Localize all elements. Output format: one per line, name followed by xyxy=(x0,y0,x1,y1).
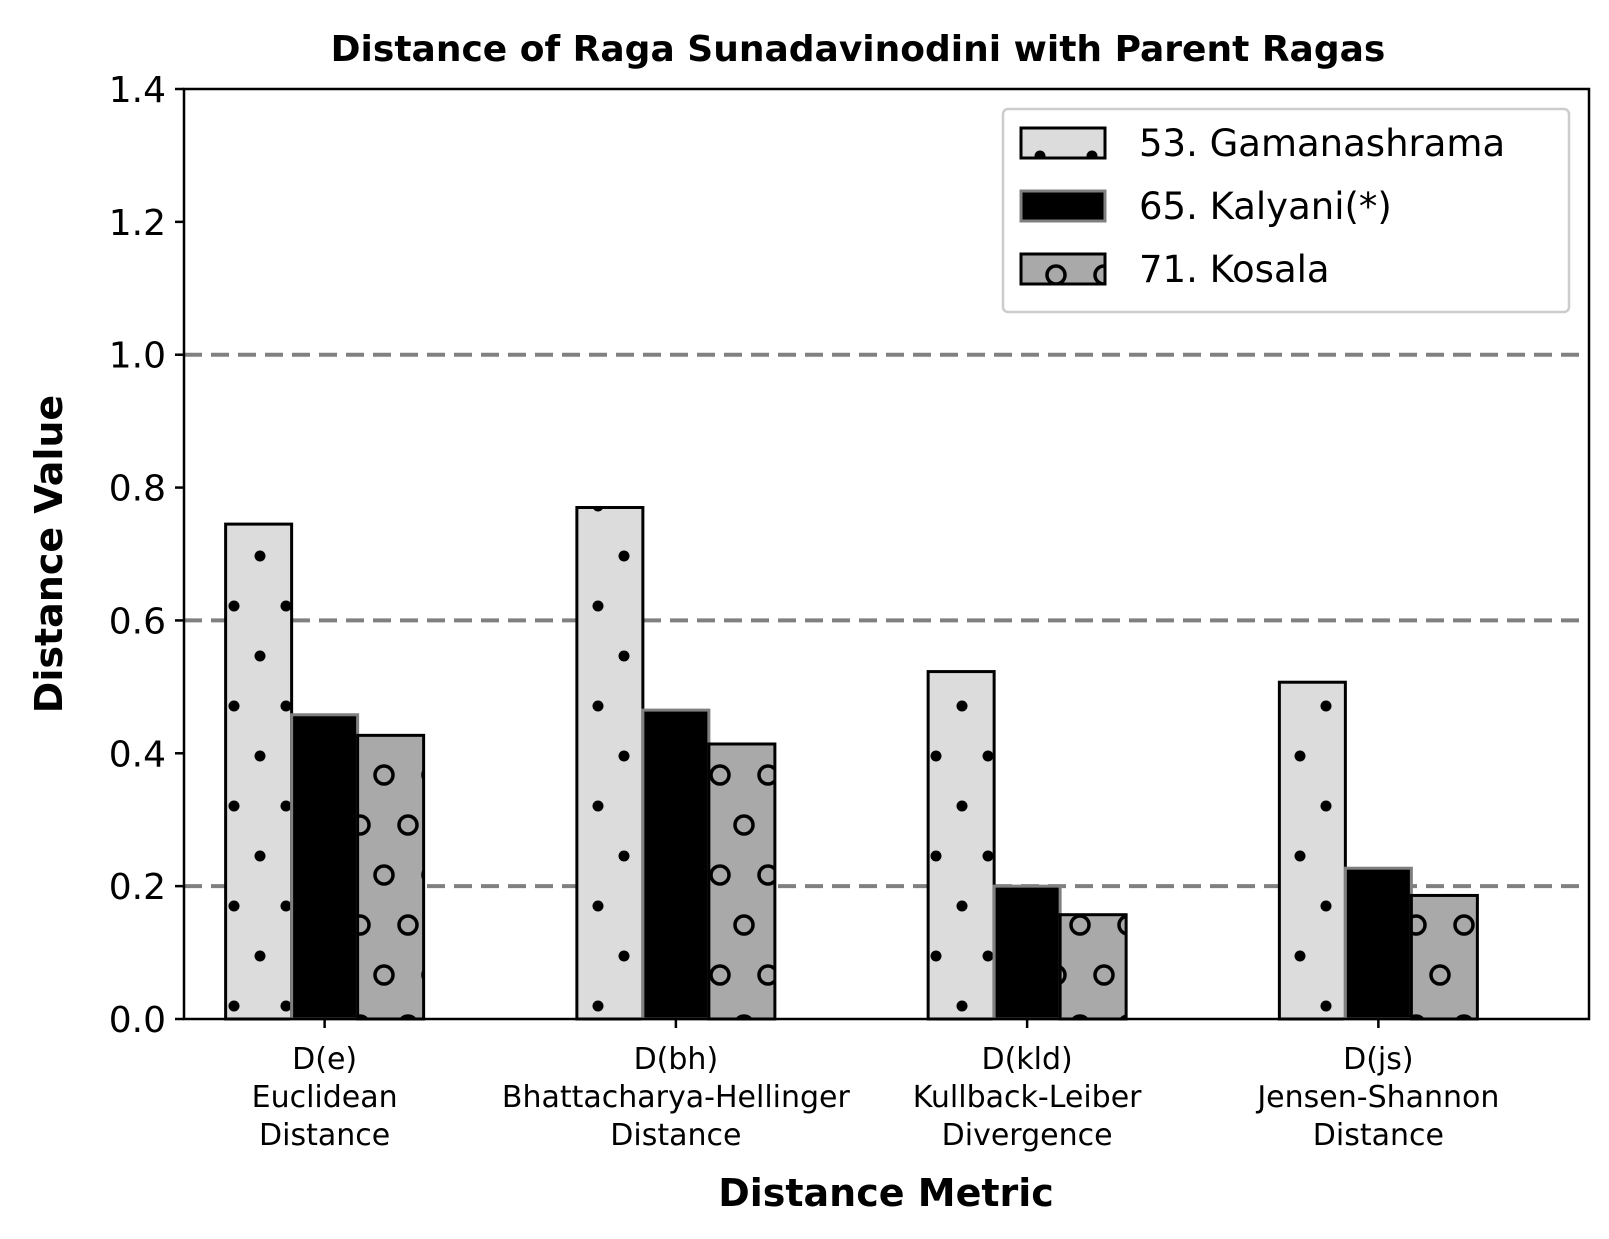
bar-s1-c1 xyxy=(641,708,711,1021)
y-tick-label-3: 0.6 xyxy=(109,601,166,642)
y-tick-label-4: 0.8 xyxy=(109,469,166,510)
x-tick-label-1-1: Bhattacharya-Hellinger xyxy=(502,1080,851,1115)
bar-s1-c3 xyxy=(1343,866,1413,1021)
legend-box xyxy=(1001,107,1571,314)
bar-s2-c3 xyxy=(1409,893,1479,1021)
x-tick-label-1-2: Distance xyxy=(610,1118,741,1153)
legend-swatch-2 xyxy=(1019,252,1107,286)
y-tick-label-2: 0.4 xyxy=(109,734,166,775)
y-tick-label-1: 0.2 xyxy=(109,867,166,908)
x-tick-label-2-0: D(kld) xyxy=(981,1042,1072,1077)
x-axis: D(e)EuclideanDistanceD(bh)Bhattacharya-H… xyxy=(252,1019,1499,1153)
legend-label-2: 71. Kosala xyxy=(1139,248,1330,291)
x-tick-label-1-0: D(bh) xyxy=(634,1042,719,1077)
legend-label-1: 65. Kalyani(*) xyxy=(1139,185,1392,228)
bars xyxy=(224,506,1479,1021)
legend-swatch-1 xyxy=(1019,189,1107,223)
y-tick-label-7: 1.4 xyxy=(109,70,166,111)
legend-label-0: 53. Gamanashrama xyxy=(1139,122,1505,165)
x-tick-label-3-0: D(js) xyxy=(1343,1042,1413,1077)
chart-title: Distance of Raga Sunadavinodini with Par… xyxy=(331,29,1386,70)
bar-s2-c0 xyxy=(356,733,426,1021)
bar-s2-c1 xyxy=(707,742,777,1021)
y-tick-label-0: 0.0 xyxy=(109,1000,166,1041)
y-axis-label: Distance Value xyxy=(27,395,71,713)
bar-s2-c2 xyxy=(1058,913,1128,1021)
bar-s1-c2 xyxy=(992,884,1062,1021)
bar-s0-c1 xyxy=(575,506,645,1021)
y-tick-label-6: 1.2 xyxy=(109,203,166,244)
bar-s0-c3 xyxy=(1277,680,1347,1021)
x-tick-label-2-2: Divergence xyxy=(942,1118,1113,1153)
plot-frame xyxy=(182,87,1591,1021)
x-axis-label: Distance Metric xyxy=(718,1171,1054,1215)
legend: 53. Gamanashrama 65. Kalyani(*) 71. Kosala xyxy=(1001,107,1571,314)
y-axis: 0.0 0.2 0.4 0.6 0.8 1.0 1.2 1.4 xyxy=(109,70,184,1041)
x-tick-label-2-1: Kullback-Leiber xyxy=(913,1080,1142,1115)
y-tick-label-5: 1.0 xyxy=(109,336,166,377)
bar-s0-c0 xyxy=(224,522,294,1021)
bar-s1-c0 xyxy=(290,713,360,1021)
x-tick-label-0-1: Euclidean xyxy=(252,1080,398,1115)
legend-swatch-0 xyxy=(1019,126,1107,160)
x-tick-label-3-1: Jensen-Shannon xyxy=(1255,1080,1499,1115)
bar-s0-c2 xyxy=(926,670,996,1021)
x-tick-label-3-2: Distance xyxy=(1313,1118,1444,1153)
x-tick-label-0-2: Distance xyxy=(259,1118,390,1153)
x-tick-label-0-0: D(e) xyxy=(292,1042,357,1077)
